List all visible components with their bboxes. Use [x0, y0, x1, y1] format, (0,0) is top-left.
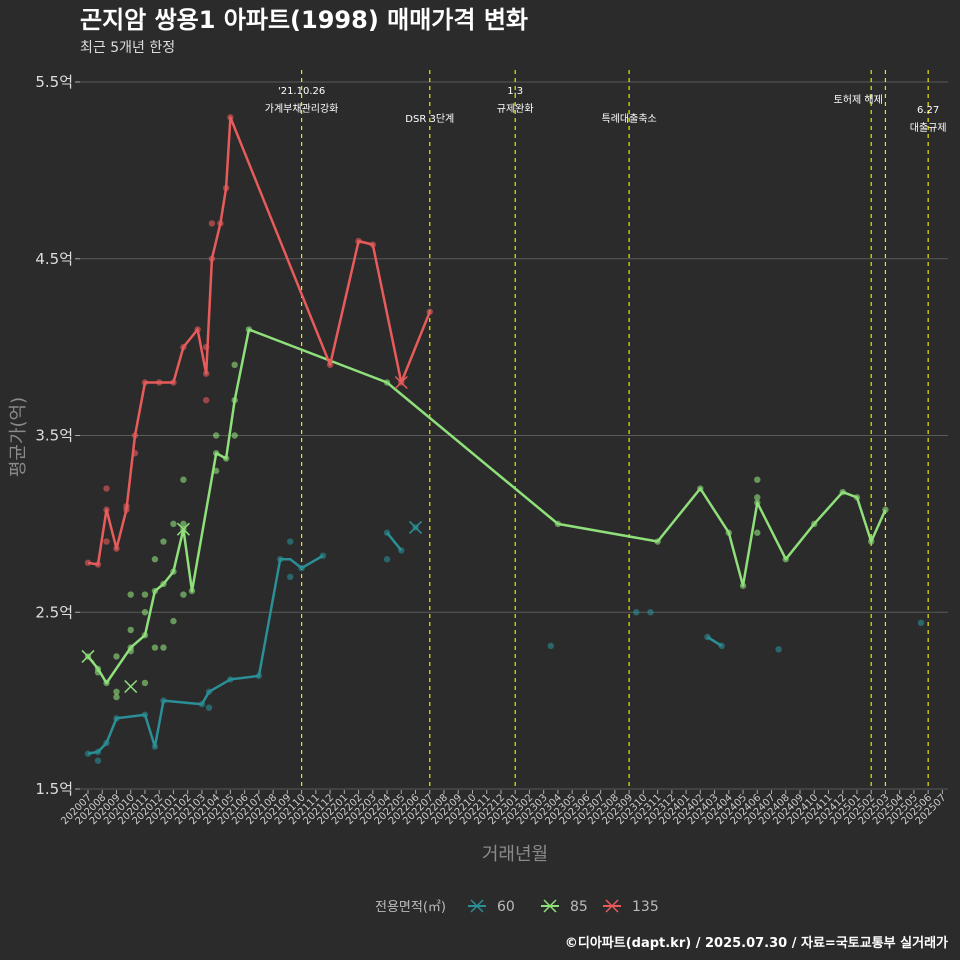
- chart-title: 곤지암 쌍용1 아파트(1998) 매매가격 변화: [80, 6, 528, 34]
- legend-item-60: 60: [468, 899, 515, 915]
- data-point: [94, 757, 102, 764]
- data-point: [775, 646, 782, 653]
- event-label: 특례대출축소: [602, 113, 657, 125]
- data-point: [205, 704, 213, 711]
- legend: 전용면적(㎡) 60 85 135: [375, 899, 659, 915]
- chart-subtitle: 최근 5개년 한정: [80, 40, 175, 56]
- data-point: [231, 361, 238, 368]
- series-85: [81, 326, 889, 701]
- y-tick-label: 3.5억: [35, 427, 73, 445]
- data-point: [141, 679, 149, 687]
- data-point: [151, 556, 159, 563]
- event-label: '21.10.26: [278, 86, 325, 97]
- data-point: [917, 619, 925, 627]
- data-point: [633, 609, 640, 616]
- data-point: [170, 617, 177, 625]
- x-marker: [408, 520, 423, 534]
- series-60: [84, 520, 925, 764]
- event-label: 가계부채관리강화: [265, 103, 339, 115]
- x-marker: [176, 522, 190, 536]
- legend-label: 135: [632, 899, 659, 915]
- event-label: 1.3: [507, 86, 523, 97]
- data-point: [287, 573, 294, 581]
- series-layer: [81, 114, 925, 764]
- data-point: [103, 538, 110, 545]
- data-point: [113, 653, 120, 660]
- x-marker: [394, 375, 408, 390]
- event-label: 토허제 해제: [834, 93, 883, 106]
- event-label: 6.27: [917, 105, 939, 116]
- series-135: [84, 114, 433, 568]
- data-point: [754, 494, 761, 501]
- data-point: [141, 609, 149, 616]
- event-label: DSR 3단계: [405, 113, 454, 125]
- y-tick-label: 4.5억: [35, 250, 73, 268]
- data-point: [180, 476, 187, 483]
- data-point: [383, 556, 391, 563]
- legend-label: 60: [497, 899, 515, 915]
- data-point: [127, 626, 134, 634]
- data-point: [180, 591, 187, 598]
- data-point: [754, 529, 761, 536]
- data-point: [84, 750, 92, 757]
- legend-item-85: 85: [541, 899, 588, 915]
- x-axis-title: 거래년월: [482, 844, 548, 865]
- data-point: [754, 476, 761, 483]
- event-label: 규제완화: [497, 103, 534, 115]
- data-point: [212, 432, 220, 439]
- y-tick-labels: 1.5억 2.5억 3.5억 4.5억 5.5억: [35, 73, 73, 798]
- data-point: [160, 538, 167, 545]
- data-point: [202, 396, 210, 404]
- y-axis-title: 평균가(억): [8, 397, 29, 477]
- grid-lines: [75, 81, 948, 790]
- data-point: [547, 642, 554, 650]
- data-point: [141, 591, 149, 598]
- legend-item-135: 135: [603, 899, 659, 915]
- y-tick-label: 1.5억: [35, 780, 73, 798]
- x-marker: [124, 679, 138, 694]
- source-caption: ©디아파트(dapt.kr) / 2025.07.30 / 자료=국토교통부 실…: [565, 935, 948, 951]
- legend-label: 85: [570, 899, 588, 915]
- series-line: [87, 554, 324, 755]
- data-point: [287, 538, 294, 545]
- y-tick-label: 5.5억: [35, 73, 73, 91]
- data-point: [170, 520, 177, 528]
- series-line: [386, 531, 403, 552]
- data-point: [127, 591, 134, 598]
- data-point: [113, 693, 120, 701]
- data-point: [84, 559, 92, 566]
- series-line: [87, 328, 887, 685]
- series-line: [706, 635, 723, 647]
- data-point: [180, 520, 187, 528]
- data-point: [208, 220, 216, 227]
- data-point: [647, 609, 654, 616]
- x-marker: [81, 649, 95, 663]
- data-point: [113, 688, 120, 695]
- data-point: [160, 644, 167, 651]
- series-line: [87, 116, 431, 566]
- legend-title: 전용면적(㎡): [375, 900, 446, 915]
- data-point: [103, 485, 110, 492]
- data-point: [231, 432, 238, 439]
- data-point: [151, 644, 159, 651]
- y-tick-label: 2.5억: [35, 603, 73, 621]
- event-label: 대출규제: [910, 122, 947, 134]
